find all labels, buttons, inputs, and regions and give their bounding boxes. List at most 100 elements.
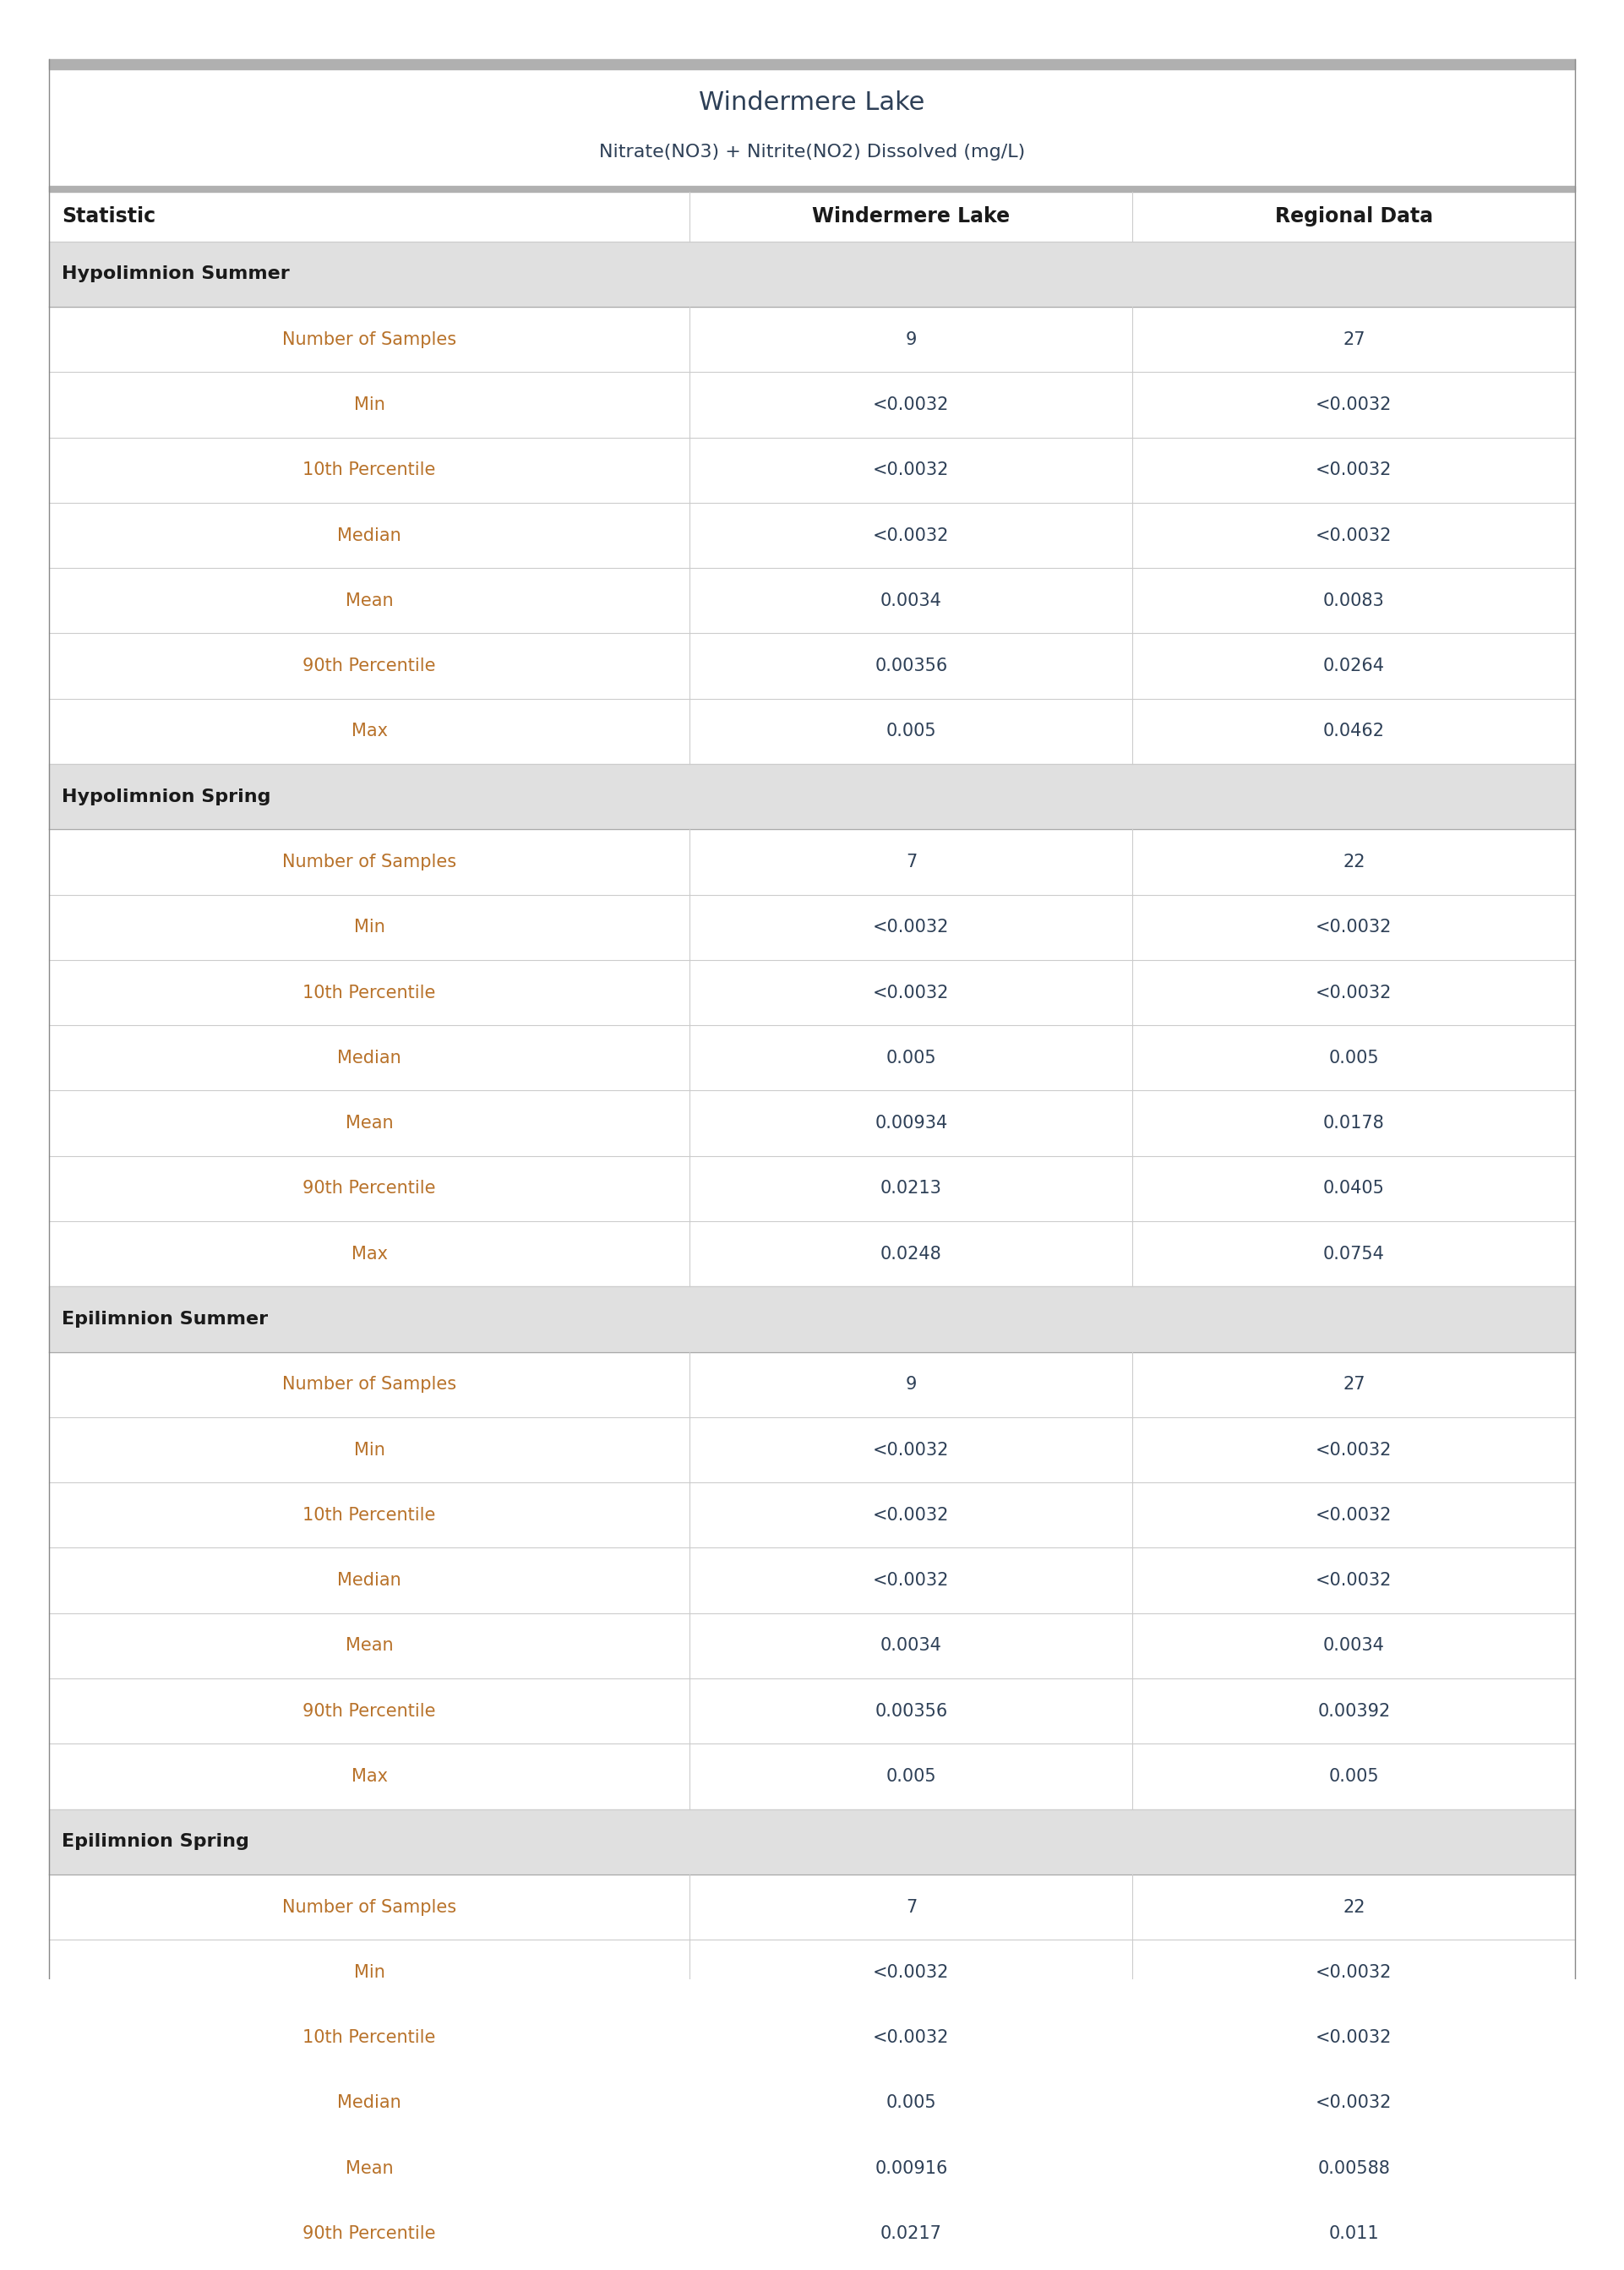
Bar — [49, 1743, 1575, 1809]
Text: Number of Samples: Number of Samples — [283, 331, 456, 347]
Text: 0.005: 0.005 — [887, 1049, 937, 1067]
Text: <0.0032: <0.0032 — [874, 919, 950, 935]
Bar — [49, 2136, 1575, 2202]
Text: 27: 27 — [1343, 1376, 1366, 1394]
Text: 0.00588: 0.00588 — [1317, 2159, 1390, 2177]
Text: 10th Percentile: 10th Percentile — [302, 985, 435, 1001]
Text: 0.0462: 0.0462 — [1324, 722, 1385, 740]
Bar — [49, 372, 1575, 438]
Bar — [49, 1090, 1575, 1155]
Bar — [49, 59, 1575, 70]
Text: <0.0032: <0.0032 — [1315, 985, 1392, 1001]
Text: 0.00392: 0.00392 — [1317, 1702, 1390, 1718]
Text: 0.011: 0.011 — [1328, 2225, 1379, 2243]
Text: Mean: Mean — [346, 2159, 393, 2177]
Text: 0.00916: 0.00916 — [875, 2159, 948, 2177]
Text: <0.0032: <0.0032 — [874, 397, 950, 413]
Text: 0.0178: 0.0178 — [1324, 1115, 1385, 1133]
Text: 0.0034: 0.0034 — [1324, 1637, 1385, 1655]
Bar — [49, 1416, 1575, 1482]
Text: 22: 22 — [1343, 1898, 1366, 1916]
Text: 90th Percentile: 90th Percentile — [302, 2225, 435, 2243]
Text: <0.0032: <0.0032 — [874, 527, 950, 545]
Text: Max: Max — [351, 1246, 388, 1262]
Text: Number of Samples: Number of Samples — [283, 1898, 456, 1916]
Text: 0.0405: 0.0405 — [1324, 1180, 1385, 1196]
Bar — [49, 502, 1575, 568]
Text: 9: 9 — [906, 1376, 918, 1394]
Bar — [49, 1482, 1575, 1548]
Bar — [49, 2004, 1575, 2070]
Bar — [49, 894, 1575, 960]
Bar — [49, 1155, 1575, 1221]
Text: 22: 22 — [1343, 854, 1366, 869]
Text: <0.0032: <0.0032 — [874, 2029, 950, 2045]
Text: 0.005: 0.005 — [1328, 1049, 1379, 1067]
Text: Epilimnion Summer: Epilimnion Summer — [62, 1310, 268, 1328]
Text: 10th Percentile: 10th Percentile — [302, 2029, 435, 2045]
Text: 7: 7 — [906, 854, 918, 869]
Bar — [49, 2070, 1575, 2136]
Bar — [49, 960, 1575, 1026]
Bar — [49, 186, 1575, 193]
Text: 0.0264: 0.0264 — [1324, 658, 1385, 674]
Bar — [49, 438, 1575, 502]
Text: <0.0032: <0.0032 — [1315, 2029, 1392, 2045]
Text: 0.0248: 0.0248 — [880, 1246, 942, 1262]
Text: 7: 7 — [906, 1898, 918, 1916]
Bar — [49, 306, 1575, 372]
Text: <0.0032: <0.0032 — [874, 1441, 950, 1457]
Text: 0.0217: 0.0217 — [880, 2225, 942, 2243]
Text: <0.0032: <0.0032 — [874, 461, 950, 479]
Bar — [49, 193, 1575, 241]
Text: 10th Percentile: 10th Percentile — [302, 461, 435, 479]
Text: 0.0754: 0.0754 — [1324, 1246, 1385, 1262]
Bar — [49, 633, 1575, 699]
Text: 0.005: 0.005 — [887, 1768, 937, 1784]
Bar — [49, 2265, 1575, 2270]
Text: Median: Median — [338, 1573, 401, 1589]
Text: <0.0032: <0.0032 — [874, 1507, 950, 1523]
Text: 90th Percentile: 90th Percentile — [302, 658, 435, 674]
Text: <0.0032: <0.0032 — [1315, 397, 1392, 413]
Text: Epilimnion Spring: Epilimnion Spring — [62, 1834, 248, 1850]
Text: Max: Max — [351, 1768, 388, 1784]
Bar — [49, 829, 1575, 894]
Text: <0.0032: <0.0032 — [874, 1573, 950, 1589]
Text: Windermere Lake: Windermere Lake — [812, 207, 1010, 227]
Bar — [49, 1221, 1575, 1287]
Text: <0.0032: <0.0032 — [1315, 1573, 1392, 1589]
Text: 0.00356: 0.00356 — [875, 658, 948, 674]
Bar — [49, 699, 1575, 765]
Text: Median: Median — [338, 527, 401, 545]
Text: <0.0032: <0.0032 — [874, 985, 950, 1001]
Text: 27: 27 — [1343, 331, 1366, 347]
Text: Min: Min — [354, 1964, 385, 1982]
Text: 0.00934: 0.00934 — [875, 1115, 948, 1133]
Text: 0.0034: 0.0034 — [880, 592, 942, 608]
Text: Min: Min — [354, 919, 385, 935]
Text: 0.00356: 0.00356 — [875, 1702, 948, 1718]
Text: <0.0032: <0.0032 — [1315, 919, 1392, 935]
Bar — [49, 1678, 1575, 1743]
Text: Mean: Mean — [346, 1637, 393, 1655]
Bar — [49, 1026, 1575, 1090]
Text: <0.0032: <0.0032 — [1315, 461, 1392, 479]
Text: <0.0032: <0.0032 — [1315, 1507, 1392, 1523]
Bar — [49, 568, 1575, 633]
Text: Number of Samples: Number of Samples — [283, 854, 456, 869]
Text: Min: Min — [354, 1441, 385, 1457]
Text: Max: Max — [351, 722, 388, 740]
Bar — [49, 2202, 1575, 2265]
Bar — [49, 1939, 1575, 2004]
Text: <0.0032: <0.0032 — [1315, 1964, 1392, 1982]
Text: Number of Samples: Number of Samples — [283, 1376, 456, 1394]
Text: Hypolimnion Summer: Hypolimnion Summer — [62, 266, 289, 281]
Text: Min: Min — [354, 397, 385, 413]
Text: Statistic: Statistic — [62, 207, 156, 227]
Text: 0.005: 0.005 — [1328, 1768, 1379, 1784]
Text: Nitrate(NO3) + Nitrite(NO2) Dissolved (mg/L): Nitrate(NO3) + Nitrite(NO2) Dissolved (m… — [599, 143, 1025, 161]
Text: Windermere Lake: Windermere Lake — [698, 91, 926, 116]
Bar — [49, 1875, 1575, 1939]
Text: 90th Percentile: 90th Percentile — [302, 1702, 435, 1718]
